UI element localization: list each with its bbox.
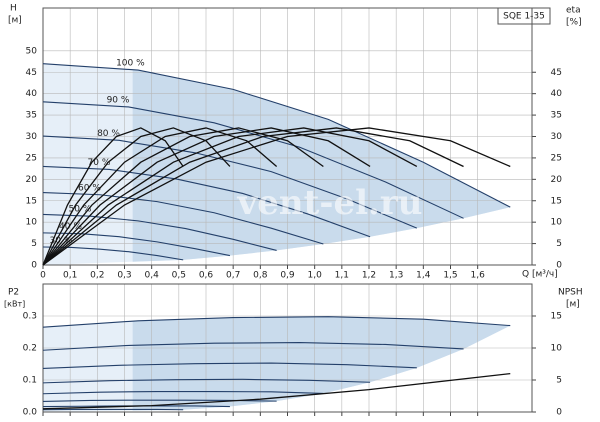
y-axis-unit: [м] <box>8 16 22 26</box>
y-tick-label: 0.1 <box>23 376 37 386</box>
y2-tick-label: 0 <box>556 261 562 271</box>
y2-axis-unit: [%] <box>566 18 582 28</box>
line <box>42 232 231 257</box>
y2-axis-label: eta <box>566 6 581 16</box>
line <box>42 390 324 395</box>
line <box>42 63 511 208</box>
y-tick-label: 40 <box>26 89 38 99</box>
chart-title: SQE 1-35 <box>503 12 545 22</box>
x-tick-label: 1,5 <box>443 271 457 281</box>
x-tick-label: 0 <box>40 271 46 281</box>
plot: 0 0,1 0,2 0,3 0,4 0,5 0,6 0,7 0,8 0,9 1,0 1,1 1,2 1,3… <box>26 7 563 281</box>
series-label: 100 % <box>116 59 145 69</box>
y2-tick-label: 5 <box>556 239 562 249</box>
y2-tick-label: 25 <box>551 153 562 163</box>
x-tick-label: 0,6 <box>199 271 214 281</box>
y2-axis-label: NPSH <box>558 288 583 298</box>
x-tick-label: 0,2 <box>90 271 104 281</box>
y2-line <box>42 127 184 266</box>
series-label: 60 % <box>78 183 101 193</box>
y2-line <box>42 127 324 266</box>
line <box>42 101 464 219</box>
y-axis-label: H <box>10 4 17 14</box>
x-tick-label: 0,5 <box>172 271 186 281</box>
y-tick-label: 5 <box>31 239 37 249</box>
y2-tick-label: 15 <box>551 312 562 322</box>
x-tick-label: 1,1 <box>335 271 349 281</box>
line <box>42 135 418 229</box>
x-tick-label: 1,6 <box>471 271 486 281</box>
line <box>42 342 464 351</box>
y-tick-label: 20 <box>26 175 38 185</box>
y-tick-label: 25 <box>26 153 37 163</box>
line <box>42 362 417 370</box>
series-label: 30 % <box>50 236 73 246</box>
y2-tick-label: 35 <box>551 111 562 121</box>
y2-tick-label: 0 <box>556 408 562 418</box>
series-label: 70 % <box>88 158 111 168</box>
y-tick-label: 30 <box>26 132 38 142</box>
y-tick-label: 50 <box>26 46 38 56</box>
y2-tick-label: 10 <box>551 344 563 354</box>
x-tick-label: 0,9 <box>280 271 295 281</box>
y-tick-label: 35 <box>26 111 37 121</box>
y-tick-label: 0.2 <box>23 344 37 354</box>
y2-tick-label: 15 <box>551 196 562 206</box>
line <box>42 316 511 328</box>
x-tick-label: 0,7 <box>226 271 240 281</box>
y2-line <box>42 127 278 266</box>
y2-tick-label: 40 <box>551 89 563 99</box>
y-tick-label: 0.0 <box>23 408 38 418</box>
y2-line <box>42 372 511 410</box>
y2-line <box>42 127 511 266</box>
series-label: 80 % <box>97 129 120 139</box>
x-axis-label: Q [м³/ч] <box>522 270 558 280</box>
x-tick-label: 0,4 <box>145 271 160 281</box>
line <box>42 378 371 384</box>
series-label: 90 % <box>107 95 130 105</box>
y2-tick-label: 5 <box>556 376 562 386</box>
x-tick-label: 1,2 <box>362 271 376 281</box>
x-tick-label: 1,0 <box>308 271 323 281</box>
y-axis-label: P2 <box>8 288 19 298</box>
y-tick-label: 0 <box>31 261 37 271</box>
x-tick-label: 1,3 <box>389 271 403 281</box>
plot-frame <box>42 283 533 413</box>
x-tick-label: 0,3 <box>117 271 131 281</box>
y-axis-unit: [кВт] <box>4 300 25 309</box>
y2-tick-label: 20 <box>551 175 563 185</box>
x-tick-label: 1,4 <box>416 271 431 281</box>
y2-line <box>42 127 464 266</box>
y2-line <box>42 127 418 266</box>
y-tick-label: 10 <box>26 218 38 228</box>
y2-line <box>42 127 371 266</box>
y-tick-label: 15 <box>26 196 37 206</box>
line <box>42 165 371 238</box>
line <box>42 192 324 245</box>
plot: 0.0 0.1 0.2 0.3 0 5 10 15 <box>23 283 563 418</box>
y2-tick-label: 10 <box>551 218 563 228</box>
y2-tick-label: 30 <box>551 132 563 142</box>
y2-line <box>42 127 231 266</box>
x-tick-label: 0,1 <box>63 271 77 281</box>
series-label: 40 % <box>59 222 82 232</box>
watermark: vent-el.ru <box>237 183 423 223</box>
y2-tick-label: 45 <box>551 68 562 78</box>
y2-axis-unit: [м] <box>566 300 580 310</box>
x-tick-label: 0,8 <box>253 271 268 281</box>
y-tick-label: 45 <box>26 68 37 78</box>
y-tick-label: 0.3 <box>23 312 37 322</box>
